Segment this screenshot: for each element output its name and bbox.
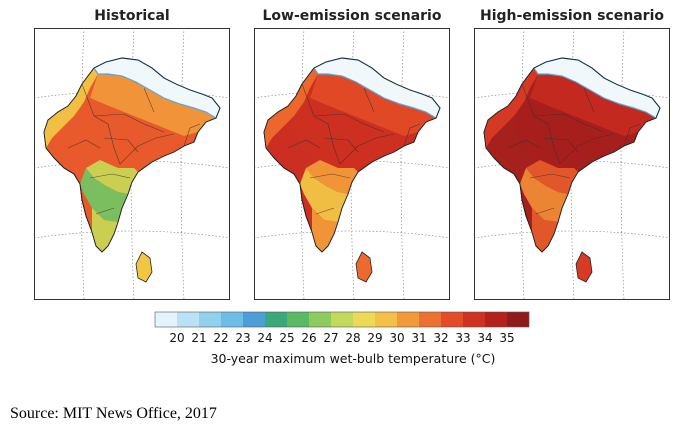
colorbar-swatch bbox=[463, 312, 485, 327]
colorbar-tick-label: 22 bbox=[213, 331, 228, 345]
state-borders bbox=[67, 83, 201, 215]
panel-title: Low-emission scenario bbox=[262, 8, 442, 24]
temperature-region bbox=[86, 160, 138, 194]
colorbar-swatch bbox=[243, 312, 265, 327]
state-borders bbox=[507, 83, 641, 215]
colorbar-swatch bbox=[221, 312, 243, 327]
colorbar-tick-label: 20 bbox=[169, 331, 184, 345]
sri-lanka bbox=[575, 251, 593, 283]
panel-title: Historical bbox=[94, 8, 170, 24]
colorbar-swatch bbox=[375, 312, 397, 327]
temperature-region bbox=[526, 160, 578, 194]
colorbar-swatch bbox=[309, 312, 331, 327]
map-svg bbox=[474, 28, 670, 300]
colorbar-swatch bbox=[155, 312, 177, 327]
colorbar-label: 30-year maximum wet-bulb temperature (°C… bbox=[210, 351, 496, 366]
colorbar-swatch bbox=[331, 312, 353, 327]
colorbar-tick-label: 30 bbox=[389, 331, 404, 345]
panel-title: High-emission scenario bbox=[480, 8, 664, 24]
colorbar-tick-label: 27 bbox=[323, 331, 338, 345]
temperature-region bbox=[306, 160, 358, 194]
temperature-region bbox=[90, 74, 216, 136]
colorbar-swatch bbox=[199, 312, 221, 327]
temperature-region bbox=[520, 168, 568, 222]
sri-lanka bbox=[135, 251, 153, 283]
colorbar-tick-label: 28 bbox=[345, 331, 360, 345]
sri-lanka bbox=[355, 251, 373, 283]
source-caption: Source: MIT News Office, 2017 bbox=[10, 405, 217, 422]
map-high-emission bbox=[474, 28, 670, 300]
colorbar-tick-label: 34 bbox=[477, 331, 492, 345]
temperature-region bbox=[310, 74, 436, 136]
colorbar-tick-label: 31 bbox=[411, 331, 426, 345]
colorbar-border bbox=[154, 311, 530, 328]
colorbar-swatch bbox=[485, 312, 507, 327]
state-borders bbox=[287, 83, 421, 215]
colorbar-tick-label: 33 bbox=[455, 331, 470, 345]
temperature-region bbox=[532, 208, 558, 252]
colorbar-tick-label: 23 bbox=[235, 331, 250, 345]
coastline bbox=[483, 57, 661, 253]
colorbar-tick-label: 35 bbox=[499, 331, 514, 345]
colorbar-swatch bbox=[265, 312, 287, 327]
colorbar-tick-label: 32 bbox=[433, 331, 448, 345]
temperature-region bbox=[300, 168, 348, 222]
map-svg bbox=[254, 28, 450, 300]
temperature-region bbox=[80, 168, 128, 222]
colorbar-swatch bbox=[177, 312, 199, 327]
colorbar-swatch bbox=[507, 312, 529, 327]
colorbar-swatch bbox=[353, 312, 375, 327]
map-svg bbox=[34, 28, 230, 300]
temperature-region bbox=[92, 208, 118, 252]
temperature-region bbox=[530, 74, 656, 136]
colorbar-swatch bbox=[287, 312, 309, 327]
colorbar-tick-label: 25 bbox=[279, 331, 294, 345]
colorbar-swatch bbox=[419, 312, 441, 327]
colorbar-tick-label: 24 bbox=[257, 331, 272, 345]
temperature-region bbox=[312, 208, 338, 252]
temperature-region bbox=[44, 68, 98, 148]
temperature-region bbox=[264, 68, 318, 148]
map-low-emission bbox=[254, 28, 450, 300]
temperature-region bbox=[484, 68, 538, 148]
colorbar-tick-label: 29 bbox=[367, 331, 382, 345]
map-historical bbox=[34, 28, 230, 300]
colorbar-tick-label: 21 bbox=[191, 331, 206, 345]
coastline bbox=[263, 57, 441, 253]
colorbar-swatch bbox=[441, 312, 463, 327]
colorbar-swatch bbox=[397, 312, 419, 327]
coastline bbox=[43, 57, 221, 253]
colorbar-tick-label: 26 bbox=[301, 331, 316, 345]
